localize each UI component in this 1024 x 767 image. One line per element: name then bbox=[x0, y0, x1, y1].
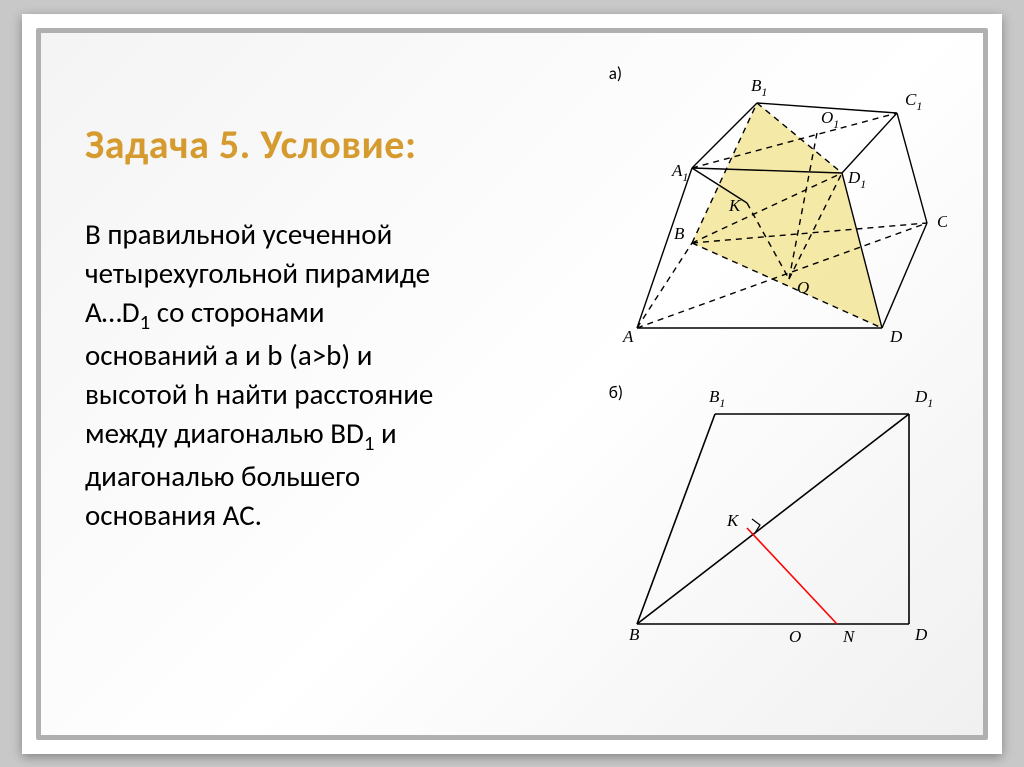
figure-b-diagram: B D B1 D1 O N K bbox=[597, 376, 947, 656]
svg-text:A: A bbox=[622, 327, 634, 346]
slide-inner: Задача 5. Условие: В правильной усеченно… bbox=[36, 28, 988, 740]
svg-text:O1: O1 bbox=[821, 108, 839, 131]
figure-b-label: б) bbox=[609, 382, 623, 403]
svg-text:N: N bbox=[842, 627, 856, 646]
svg-text:O: O bbox=[797, 278, 809, 297]
svg-text:B: B bbox=[674, 224, 685, 243]
slide-outer: Задача 5. Условие: В правильной усеченно… bbox=[22, 14, 1002, 754]
svg-text:A1: A1 bbox=[671, 161, 688, 184]
figure-a-label: а) bbox=[609, 63, 622, 84]
svg-text:B: B bbox=[629, 625, 640, 644]
svg-text:O: O bbox=[789, 627, 801, 646]
figure-a-diagram: A B C D A1 B1 C1 D1 O O1 K bbox=[597, 53, 947, 353]
svg-text:B1: B1 bbox=[709, 387, 725, 410]
figure-a-container: а) A B C D A1 B1 C1 D1 O O1 K bbox=[597, 53, 947, 358]
slide-title: Задача 5. Условие: bbox=[85, 123, 579, 167]
figure-b-container: б) B D B1 D1 O N K bbox=[597, 376, 947, 661]
svg-text:D: D bbox=[889, 327, 903, 346]
svg-text:K: K bbox=[728, 196, 742, 215]
svg-text:D1: D1 bbox=[914, 387, 933, 410]
slide-body-text: В правильной усеченнойчетырехугольной пи… bbox=[85, 215, 579, 536]
svg-text:C: C bbox=[937, 212, 947, 231]
svg-text:D1: D1 bbox=[847, 168, 866, 191]
svg-text:C1: C1 bbox=[905, 90, 922, 113]
svg-text:D: D bbox=[914, 625, 928, 644]
right-column: а) A B C D A1 B1 C1 D1 O O1 K б) B D B1 D1 O N K bbox=[597, 33, 983, 735]
left-column: Задача 5. Условие: В правильной усеченно… bbox=[41, 33, 597, 735]
svg-text:K: K bbox=[726, 511, 740, 530]
svg-text:B1: B1 bbox=[751, 76, 767, 99]
